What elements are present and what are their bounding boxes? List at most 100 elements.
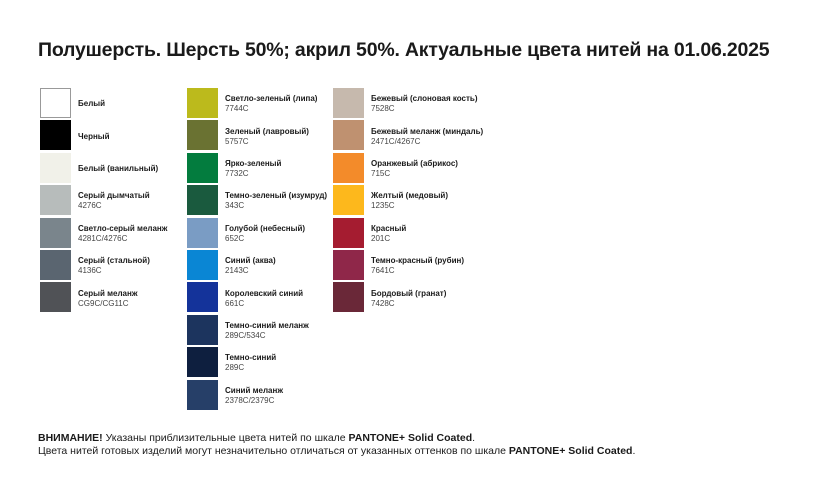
color-name: Черный — [78, 131, 110, 141]
color-swatch — [333, 120, 364, 151]
color-swatch — [187, 88, 218, 118]
color-label: Желтый (медовый) 1235C — [371, 191, 448, 211]
pantone-code: 7744C — [225, 104, 249, 114]
color-swatch — [187, 185, 218, 216]
color-label: Голубой (небесный) 652C — [225, 224, 305, 244]
pantone-code: 7528C — [371, 104, 395, 114]
color-swatch — [40, 217, 71, 248]
color-label: Ярко-зеленый 7732C — [225, 159, 281, 179]
pantone-code: 4281C/4276C — [78, 233, 128, 243]
color-name: Светло-зеленый (липа) — [225, 94, 318, 104]
color-label: Светло-зеленый (липа) 7744C — [225, 94, 317, 114]
color-label: Серый (стальной) 4136C — [78, 256, 150, 276]
pantone-code: CG9C/CG11C — [78, 298, 129, 308]
color-name: Красный — [371, 223, 407, 233]
color-swatch — [187, 314, 218, 345]
color-swatch — [187, 379, 218, 410]
color-label: Светло-серый меланж 4281C/4276C — [78, 224, 167, 244]
color-name: Оранжевый (абрикос) — [371, 158, 458, 168]
color-name: Серый (стальной) — [78, 256, 150, 266]
disclaimer-text: Цвета нитей готовых изделий могут незнач… — [38, 445, 509, 457]
pantone-code: 7732C — [225, 168, 249, 178]
pantone-code: 652C — [225, 233, 245, 243]
color-name: Ярко-зеленый — [225, 158, 282, 168]
color-swatch — [187, 347, 218, 378]
color-label: Бордовый (гранат) 7428C — [371, 289, 446, 309]
color-swatch — [333, 185, 364, 216]
color-swatch — [40, 282, 71, 313]
color-name: Синий меланж — [225, 385, 283, 395]
pantone-code: 2378C/2379C — [225, 395, 275, 405]
color-label: Темно-синий меланж 289C/534C — [225, 321, 309, 341]
color-label: Темно-красный (рубин) 7641C — [371, 256, 464, 276]
color-label: Темно-синий 289C — [225, 353, 276, 373]
pantone-code: 1235C — [371, 201, 395, 211]
color-name: Темно-красный (рубин) — [371, 256, 464, 266]
color-swatch — [333, 152, 364, 183]
color-name: Светло-серый меланж — [78, 223, 168, 233]
pantone-code: 201C — [371, 233, 391, 243]
color-name: Белый (ванильный) — [78, 163, 159, 173]
punct: . — [472, 432, 476, 444]
disclaimer-line-2: Цвета нитей готовых изделий могут незнач… — [38, 445, 798, 458]
color-name: Темно-синий — [225, 353, 277, 363]
color-label: Оранжевый (абрикос) 715C — [371, 159, 458, 179]
page-title: Полушерсть. Шерсть 50%; акрил 50%. Актуа… — [38, 39, 770, 61]
pantone-code: 715C — [371, 168, 391, 178]
color-name: Желтый (медовый) — [371, 191, 448, 201]
disclaimer: ВНИМАНИЕ! Указаны приблизительные цвета … — [38, 432, 798, 458]
color-name: Серый меланж — [78, 288, 138, 298]
disclaimer-line-1: ВНИМАНИЕ! Указаны приблизительные цвета … — [38, 432, 798, 445]
color-label: Красный 201C — [371, 224, 406, 244]
color-label: Синий меланж 2378C/2379C — [225, 386, 283, 406]
color-name: Синий (аква) — [225, 256, 276, 266]
color-label: Бежевый меланж (миндаль) 2471C/4267C — [371, 127, 483, 147]
color-name: Серый дымчатый — [78, 191, 150, 201]
color-label: Серый дымчатый 4276C — [78, 191, 150, 211]
color-label: Белый (ванильный) — [78, 164, 158, 174]
pantone-scale: PANTONE+ Solid Coated — [508, 445, 633, 457]
color-label: Зеленый (лавровый) 5757C — [225, 127, 309, 147]
color-swatch — [333, 282, 364, 313]
color-swatch — [333, 249, 364, 280]
color-label: Бежевый (слоновая кость) 7528C — [371, 94, 477, 114]
color-swatch — [40, 249, 71, 280]
color-name: Белый — [78, 99, 106, 109]
pantone-code: 2143C — [225, 266, 249, 276]
color-name: Голубой (небесный) — [225, 223, 306, 233]
color-label: Синий (аква) 2143C — [225, 256, 276, 276]
color-swatch — [333, 217, 364, 248]
color-name: Темно-зеленый (изумруд) — [225, 191, 328, 201]
pantone-code: 289C/534C — [225, 330, 266, 340]
color-swatch — [333, 88, 364, 118]
color-label: Серый меланж CG9C/CG11C — [78, 289, 138, 309]
pantone-code: 661C — [225, 298, 245, 308]
pantone-code: 5757C — [225, 136, 249, 146]
pantone-scale: PANTONE+ Solid Coated — [348, 432, 473, 444]
color-name: Бежевый меланж (миндаль) — [371, 126, 484, 136]
color-name: Темно-синий меланж — [225, 320, 309, 330]
pantone-code: 7641C — [371, 266, 395, 276]
color-label: Черный — [78, 132, 110, 142]
pantone-code: 2471C/4267C — [371, 136, 421, 146]
color-swatch — [40, 88, 71, 118]
color-swatch — [40, 185, 71, 216]
punct: . — [632, 445, 636, 457]
color-swatch — [187, 282, 218, 313]
color-swatch — [187, 249, 218, 280]
color-swatch — [187, 120, 218, 151]
color-label: Темно-зеленый (изумруд) 343C — [225, 191, 327, 211]
color-swatch — [40, 152, 71, 183]
pantone-code: 7428C — [371, 298, 395, 308]
color-swatch — [187, 152, 218, 183]
disclaimer-text: Указаны приблизительные цвета нитей по ш… — [102, 432, 349, 444]
pantone-code: 289C — [225, 363, 245, 373]
color-label: Белый — [78, 99, 105, 109]
pantone-code: 343C — [225, 201, 245, 211]
color-name: Королевский синий — [225, 288, 304, 298]
color-swatch — [187, 217, 218, 248]
pantone-code: 4276C — [78, 201, 102, 211]
color-name: Зеленый (лавровый) — [225, 126, 309, 136]
color-label: Королевский синий 661C — [225, 289, 303, 309]
pantone-code: 4136C — [78, 266, 102, 276]
